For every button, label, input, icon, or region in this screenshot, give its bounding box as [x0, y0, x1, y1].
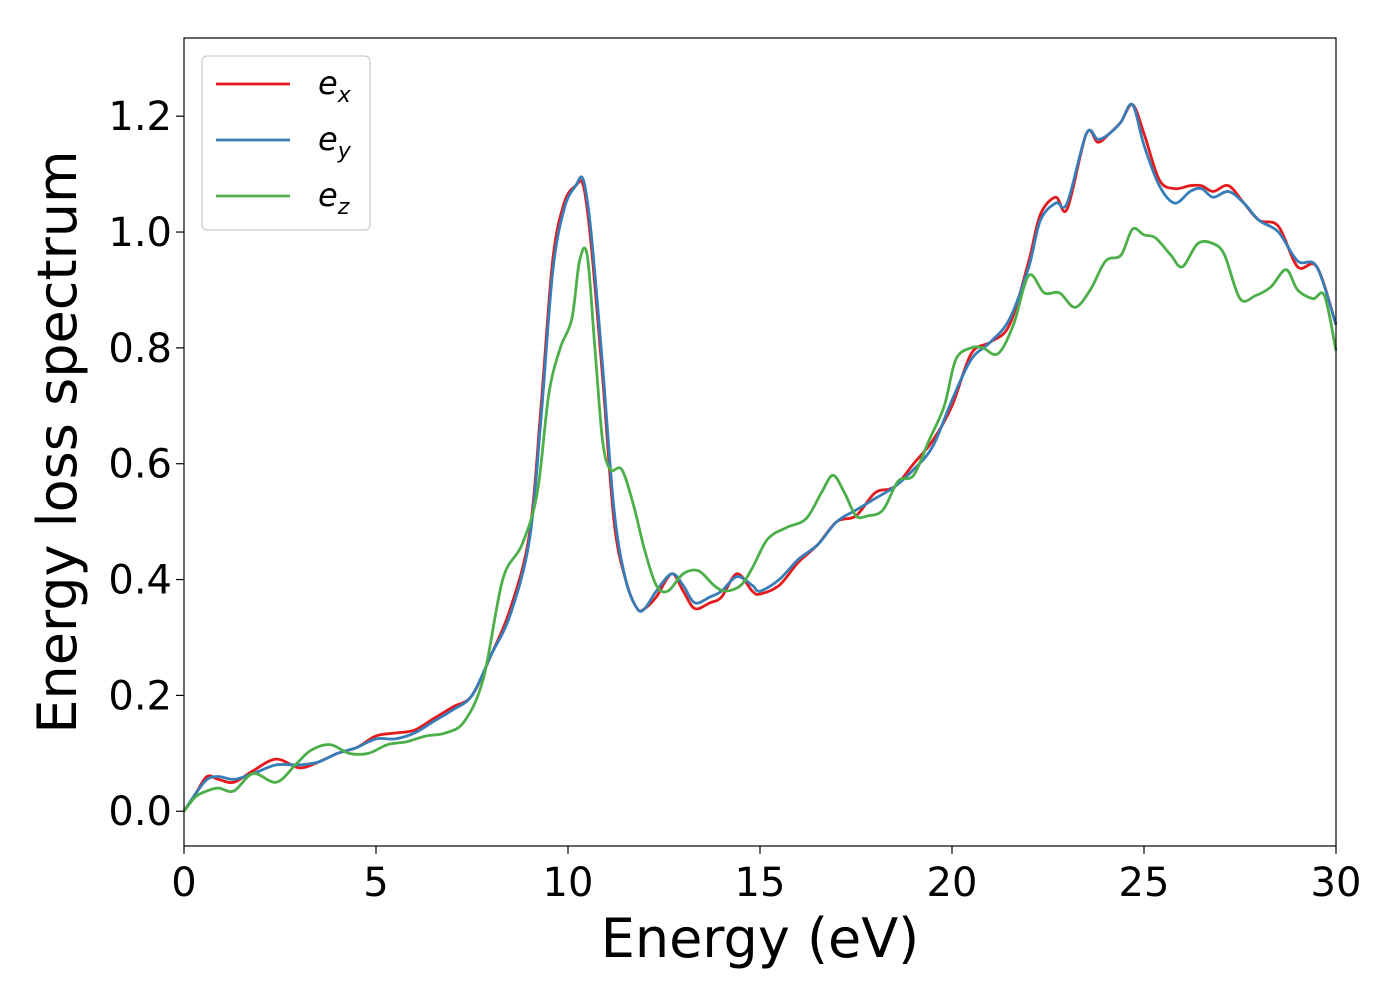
series-line-e-z [182, 226, 1338, 813]
x-axis-ticks: 0 5 10 15 20 25 30 [171, 846, 1361, 906]
x-tick-label: 5 [363, 860, 388, 906]
legend-box [201, 55, 371, 231]
y-tick-label: 1.0 [108, 210, 172, 256]
legend: ex ey ez [201, 55, 371, 231]
x-tick-label: 0 [171, 860, 196, 906]
y-axis-label: Energy loss spectrum [26, 150, 89, 733]
x-tick-label: 20 [927, 860, 978, 906]
y-tick-label: 0.8 [108, 326, 172, 372]
plot-background [184, 38, 1336, 846]
legend-entry-e-y: ey [216, 120, 352, 164]
x-tick-label: 25 [1119, 860, 1170, 906]
x-tick-label: 30 [1311, 860, 1362, 906]
y-tick-label: 0.4 [108, 558, 172, 604]
legend-entry-e-z: ez [216, 176, 350, 220]
y-tick-label: 0.6 [108, 442, 172, 488]
y-tick-label: 0.0 [108, 789, 172, 835]
x-tick-label: 15 [735, 860, 786, 906]
y-axis-ticks: 0.0 0.2 0.4 0.6 0.8 1.0 1.2 [108, 94, 184, 835]
y-tick-label: 1.2 [108, 94, 172, 140]
legend-label: ex [318, 64, 352, 108]
legend-entry-e-x: ex [216, 64, 352, 108]
x-axis-label: Energy (eV) [601, 907, 920, 970]
legend-entries: ex ey ez [216, 64, 352, 220]
series-layer [182, 102, 1338, 813]
legend-label: ez [318, 176, 350, 220]
x-tick-label: 10 [543, 860, 594, 906]
legend-label: ey [318, 120, 352, 164]
y-tick-label: 0.2 [108, 673, 172, 719]
